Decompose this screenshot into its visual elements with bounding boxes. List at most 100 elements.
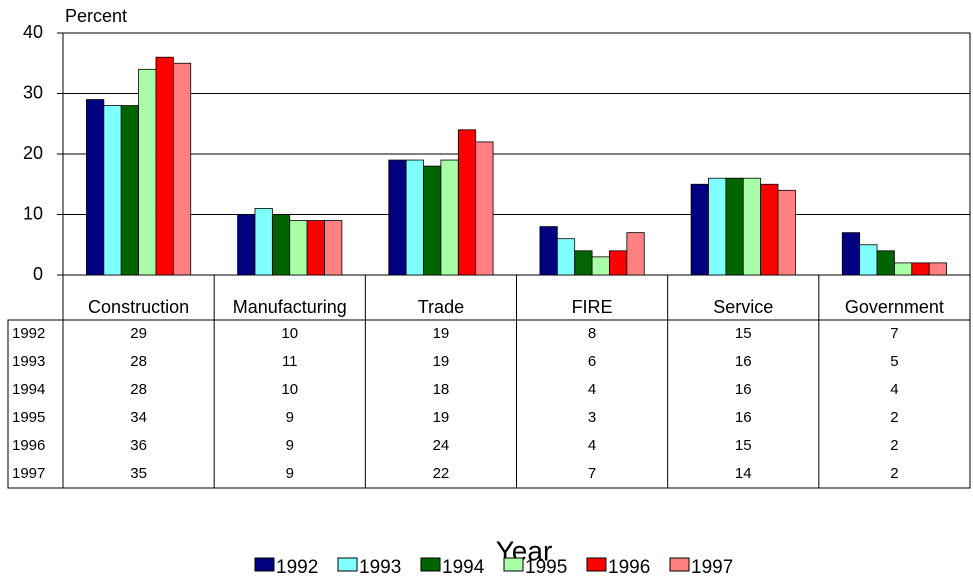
table-cell: 7 — [890, 325, 898, 342]
table-cell: 6 — [588, 353, 596, 370]
bar — [708, 177, 727, 276]
bar — [405, 159, 424, 276]
table-cell: 5 — [890, 353, 898, 370]
legend-label: 1997 — [691, 557, 733, 578]
table-row-header: 1996 — [12, 437, 45, 454]
table-cell: 9 — [286, 409, 294, 426]
table-cell: 15 — [735, 437, 752, 454]
y-tick-label: 30 — [23, 82, 43, 102]
bar — [539, 226, 558, 276]
table-row-header: 1993 — [12, 353, 45, 370]
table-cell: 10 — [281, 325, 298, 342]
table-row-header: 1997 — [12, 465, 45, 482]
data-table — [7, 319, 971, 489]
table-cell: 14 — [735, 465, 752, 482]
bar — [271, 214, 291, 276]
bar — [760, 183, 779, 276]
bar — [690, 183, 709, 276]
bar — [574, 250, 593, 276]
legend-label: 1994 — [442, 557, 485, 578]
table-row-header: 1995 — [12, 409, 45, 426]
x-tick-label: Trade — [418, 297, 464, 317]
x-tick-label: Construction — [88, 297, 189, 317]
table-cell: 36 — [130, 437, 147, 454]
legend-label: 1993 — [359, 557, 401, 578]
table-cell: 4 — [890, 381, 898, 398]
bar — [556, 238, 576, 276]
table-cell: 35 — [130, 465, 147, 482]
table-cell: 4 — [588, 437, 596, 454]
bar — [894, 262, 913, 276]
table-cell: 22 — [433, 465, 450, 482]
bar — [138, 68, 157, 276]
table-cell: 11 — [282, 353, 298, 370]
table-cell: 24 — [433, 437, 450, 454]
bar — [457, 129, 477, 276]
table-cell: 34 — [130, 409, 147, 426]
y-tick-label: 10 — [23, 203, 43, 223]
legend-label: 1995 — [525, 557, 567, 578]
bar — [254, 208, 273, 276]
bar — [237, 214, 256, 276]
bar — [289, 220, 308, 276]
bar — [928, 262, 947, 276]
bar — [86, 99, 105, 276]
bar — [120, 105, 139, 276]
table-cell: 19 — [433, 353, 450, 370]
table-cell: 18 — [433, 381, 450, 398]
table-cell: 2 — [890, 409, 898, 426]
bar — [841, 232, 861, 276]
table-cell: 16 — [735, 353, 752, 370]
table-cell: 28 — [130, 353, 147, 370]
legend-label: 1992 — [276, 557, 318, 578]
legend-swatch — [586, 557, 607, 572]
y-tick-label: 40 — [23, 22, 43, 42]
bar — [306, 220, 325, 276]
bar — [911, 262, 930, 276]
table-cell: 29 — [130, 325, 147, 342]
bar — [725, 177, 744, 276]
y-axis-label: Percent — [65, 6, 127, 26]
table-row-header: 1994 — [12, 381, 45, 398]
bar — [172, 62, 192, 276]
bar — [591, 256, 610, 276]
bar — [777, 189, 796, 276]
y-tick-label: 0 — [33, 264, 43, 284]
table-cell: 7 — [588, 465, 596, 482]
table-cell: 8 — [588, 325, 596, 342]
x-tick-label: FIRE — [572, 297, 613, 317]
table-cell: 16 — [735, 381, 752, 398]
legend-swatch — [669, 557, 690, 572]
table-cell: 16 — [735, 409, 752, 426]
bar — [876, 250, 895, 276]
x-tick-label: Manufacturing — [233, 297, 347, 317]
table-cell: 19 — [433, 409, 450, 426]
bar — [155, 56, 174, 276]
table-cell: 2 — [890, 437, 898, 454]
legend-swatch — [503, 557, 524, 572]
bar — [324, 220, 343, 276]
table-cell: 28 — [130, 381, 147, 398]
table-cell: 9 — [286, 465, 294, 482]
table-cell: 3 — [588, 409, 596, 426]
legend-swatch — [420, 557, 441, 572]
table-cell: 9 — [286, 437, 294, 454]
x-tick-label: Government — [845, 297, 944, 317]
legend-swatch — [254, 557, 275, 572]
table-cell: 19 — [433, 325, 450, 342]
legend-label: 1996 — [608, 557, 650, 578]
legend-swatch — [337, 557, 358, 572]
bar — [388, 159, 407, 276]
bar — [440, 159, 459, 276]
bar — [742, 177, 762, 276]
bar — [475, 141, 494, 276]
bar — [609, 250, 628, 276]
table-cell: 15 — [735, 325, 752, 342]
table-cell: 4 — [588, 381, 596, 398]
bar — [626, 232, 645, 276]
y-tick-label: 20 — [23, 143, 43, 163]
x-tick-label: Service — [713, 297, 773, 317]
table-cell: 2 — [890, 465, 898, 482]
